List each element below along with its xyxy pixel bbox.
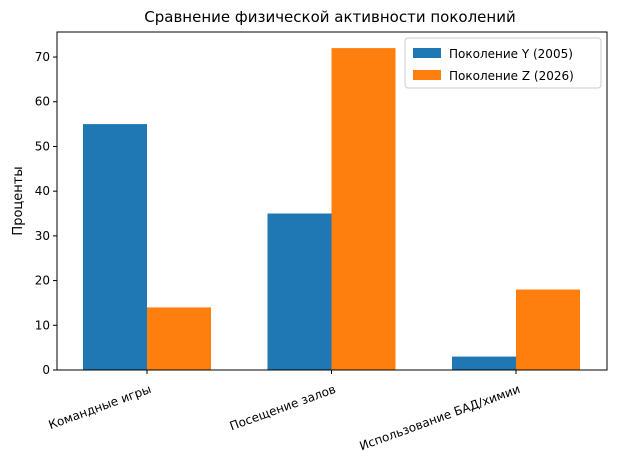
y-tick-label: 10 xyxy=(35,318,50,332)
legend: Поколение Y (2005) Поколение Z (2026) xyxy=(404,37,602,89)
y-tick-label: 0 xyxy=(42,363,50,377)
legend-swatch xyxy=(413,70,441,80)
legend-box xyxy=(404,37,602,89)
y-tick-label: 40 xyxy=(35,184,50,198)
bar-series-0-category-1 xyxy=(267,213,332,370)
bar-series-1-category-1 xyxy=(331,48,396,370)
y-tick-label: 70 xyxy=(35,50,50,64)
y-tick-label: 60 xyxy=(35,95,50,109)
legend-label: Поколение Y (2005) xyxy=(449,47,573,61)
x-axis-ticks: Командные игры Посещение залов Использован… xyxy=(47,370,522,453)
legend-label: Поколение Z (2026) xyxy=(449,69,574,83)
bar-series-0-category-0 xyxy=(83,124,147,371)
plot-area-frame xyxy=(56,31,608,371)
y-tick-label: 30 xyxy=(35,229,50,243)
bars-layer xyxy=(83,48,580,371)
y-tick-label: 50 xyxy=(35,139,50,153)
x-tick-label: Командные игры xyxy=(47,382,153,432)
y-tick-label: 20 xyxy=(35,274,50,288)
bar-series-1-category-2 xyxy=(516,289,580,370)
legend-swatch xyxy=(413,48,441,58)
y-axis-label: Проценты xyxy=(11,166,26,235)
chart-title: Сравнение физической активности поколени… xyxy=(144,8,515,26)
x-tick-label: Посещение залов xyxy=(228,382,338,433)
y-axis-ticks: 0 10 20 30 40 50 60 70 xyxy=(35,50,57,377)
bar-series-0-category-2 xyxy=(452,356,516,370)
bar-series-1-category-0 xyxy=(147,307,211,370)
x-tick-label: Использование БАД/химии xyxy=(358,382,522,453)
